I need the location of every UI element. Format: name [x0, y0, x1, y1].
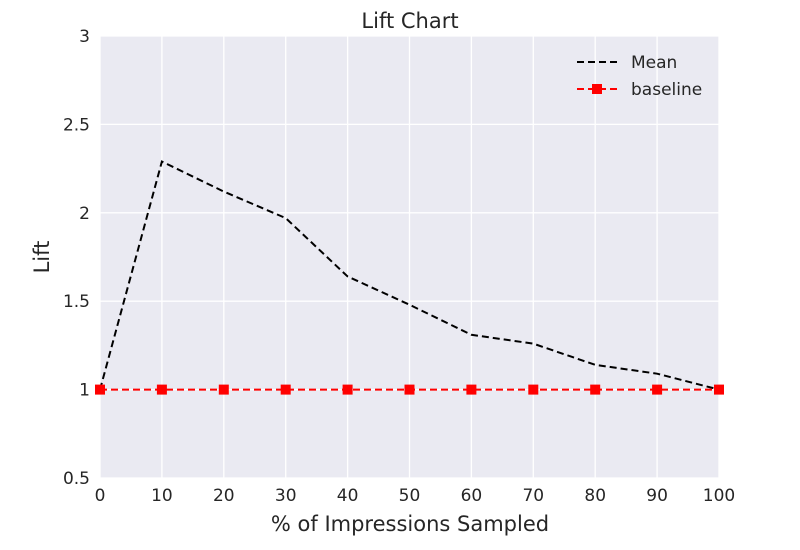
- x-tick-label: 0: [95, 486, 106, 506]
- x-tick-label: 10: [151, 486, 173, 506]
- legend-label: Mean: [631, 53, 677, 73]
- series-marker-baseline: [218, 384, 229, 395]
- y-tick-label: 1: [79, 381, 90, 401]
- chart-title: Lift Chart: [361, 9, 458, 33]
- series-marker-baseline: [404, 384, 415, 395]
- series-line-mean: [99, 160, 720, 391]
- legend-marker: [592, 84, 602, 94]
- x-tick-label: 30: [275, 486, 297, 506]
- y-tick-label: 3: [79, 27, 90, 47]
- x-tick-label: 90: [646, 486, 668, 506]
- series-marker-baseline: [342, 384, 353, 395]
- legend: Mean baseline: [577, 53, 702, 100]
- x-tick-labels: 0 10 20 30 40 50 60 70 80 90 100: [95, 486, 736, 506]
- x-tick-label: 40: [337, 486, 359, 506]
- series-marker-baseline: [714, 384, 724, 395]
- y-tick-label: 2: [79, 204, 90, 224]
- series-marker-baseline: [466, 384, 477, 395]
- x-tick-label: 20: [213, 486, 235, 506]
- x-axis-label: % of Impressions Sampled: [271, 512, 549, 536]
- series-layer: [95, 160, 724, 395]
- grid-lines: [99, 35, 720, 479]
- y-tick-label: 1.5: [63, 292, 90, 312]
- x-tick-label: 60: [461, 486, 483, 506]
- y-tick-label: 2.5: [63, 115, 90, 135]
- x-tick-label: 50: [399, 486, 421, 506]
- series-marker-baseline: [590, 384, 601, 395]
- x-tick-label: 100: [703, 486, 735, 506]
- series-marker-baseline: [156, 384, 167, 395]
- series-marker-baseline: [528, 384, 539, 395]
- x-tick-label: 70: [522, 486, 544, 506]
- y-axis-label: Lift: [30, 241, 54, 274]
- series-marker-baseline: [95, 384, 105, 395]
- series-marker-baseline: [652, 384, 663, 395]
- y-tick-label: 0.5: [63, 469, 90, 489]
- series-marker-baseline: [280, 384, 291, 395]
- y-tick-labels: 0.5 1 1.5 2 2.5 3: [63, 27, 90, 489]
- legend-label: baseline: [631, 80, 702, 100]
- x-tick-label: 80: [584, 486, 606, 506]
